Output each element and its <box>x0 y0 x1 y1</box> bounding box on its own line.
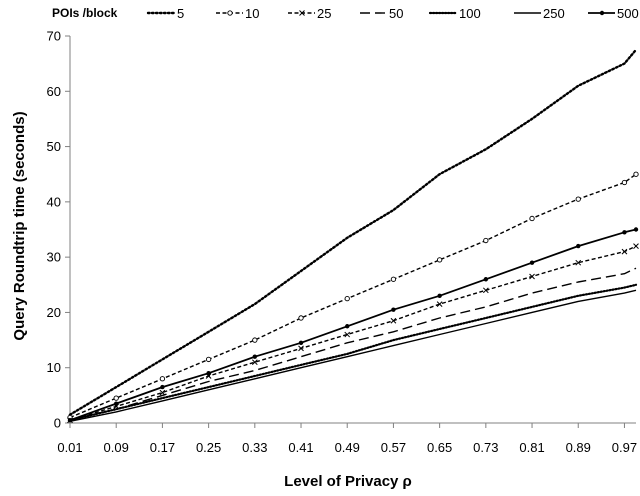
legend-label: 250 <box>543 6 565 21</box>
series-10-point <box>205 356 212 363</box>
series-5 <box>68 48 638 416</box>
series-10-point <box>298 315 304 321</box>
legend-label: 10 <box>245 6 259 21</box>
series-500-point <box>483 277 489 282</box>
series-10-point <box>575 196 581 202</box>
legend-item-5: 5 <box>146 6 184 21</box>
series-10-point <box>483 237 489 244</box>
series-10-point <box>252 337 258 343</box>
series-500-point <box>206 371 211 376</box>
series-100-line <box>68 283 638 422</box>
series-500-point <box>345 324 350 329</box>
x-axis-title: Level of Privacy ρ <box>284 473 412 490</box>
series-10-point <box>633 171 639 177</box>
legend: POIs /block 5 10 25 50 100 250 500 <box>52 6 639 21</box>
legend-label: 500 <box>617 6 639 21</box>
series-5-line <box>68 48 638 416</box>
series-25 <box>67 243 639 424</box>
legend-item-250: 250 <box>514 6 565 21</box>
series-10 <box>67 171 639 421</box>
series-500-point <box>622 230 627 235</box>
series-10-point <box>159 376 166 382</box>
y-axis-title: Query Roundtrip time (seconds) <box>11 111 28 340</box>
legend-marker <box>599 10 605 16</box>
series-500-point <box>576 243 581 249</box>
series-250-line <box>69 289 637 422</box>
series-25-point <box>251 359 258 366</box>
y-tick-label: 10 <box>47 360 61 375</box>
series-25-point <box>298 345 304 352</box>
series-500-line <box>69 228 637 422</box>
x-tick-label: 0.09 <box>104 440 129 455</box>
legend-marker <box>227 10 233 16</box>
series-500-point <box>633 227 639 232</box>
series-50 <box>69 267 637 421</box>
y-tick-label: 70 <box>47 29 61 44</box>
legend-label: 100 <box>459 6 481 21</box>
x-axis: 0.01 0.09 0.17 0.25 0.33 0.41 0.49 0.57 0.65 0.73… <box>57 422 637 455</box>
x-tick-label: 0.65 <box>427 440 452 455</box>
series-25-line <box>69 245 637 421</box>
y-tick-label: 30 <box>47 250 61 265</box>
y-tick-label: 50 <box>47 139 61 154</box>
series-10-line <box>69 173 637 419</box>
series-50-line <box>69 267 637 421</box>
x-tick-label: 0.57 <box>381 440 406 455</box>
series-500-point <box>298 340 304 346</box>
legend-title: POIs /block <box>52 6 118 20</box>
series-25-point <box>529 273 535 280</box>
x-tick-label: 0.81 <box>519 440 544 455</box>
series-25-point <box>482 287 489 294</box>
series-500-point <box>437 293 442 299</box>
x-tick-label: 0.73 <box>473 440 498 455</box>
x-tick-label: 0.01 <box>57 440 82 455</box>
legend-item-10: 10 <box>216 6 259 21</box>
series-500-point <box>114 401 119 406</box>
legend-item-500: 500 <box>588 6 639 21</box>
legend-item-50: 50 <box>360 6 403 21</box>
x-tick-label: 0.17 <box>150 440 175 455</box>
series-10-point <box>344 295 350 302</box>
y-tick-label: 20 <box>47 305 61 320</box>
series-500-point <box>529 260 535 265</box>
series-25-point <box>390 317 397 324</box>
series-25-point <box>633 243 639 249</box>
series-layer <box>67 48 639 424</box>
legend-label: 50 <box>389 6 403 21</box>
series-250 <box>69 289 637 422</box>
x-tick-label: 0.89 <box>566 440 591 455</box>
series-500-point <box>67 418 73 423</box>
y-tick-label: 60 <box>47 84 61 99</box>
x-tick-label: 0.97 <box>612 440 637 455</box>
legend-label: 5 <box>177 6 184 21</box>
series-25-point <box>436 301 443 307</box>
y-tick-label: 0 <box>54 416 61 431</box>
y-axis: 0 10 20 30 40 50 60 70 <box>47 29 71 431</box>
series-10-point <box>621 179 628 186</box>
legend-item-100: 100 <box>428 6 481 21</box>
series-25-point <box>575 259 582 266</box>
series-500-point <box>252 354 258 359</box>
series-500-point <box>391 307 396 312</box>
series-10-point <box>529 215 535 222</box>
x-tick-label: 0.41 <box>288 440 313 455</box>
x-tick-label: 0.25 <box>196 440 221 455</box>
series-25-point <box>344 331 351 338</box>
series-500 <box>67 227 639 423</box>
series-25-point <box>621 248 628 255</box>
x-tick-label: 0.49 <box>335 440 360 455</box>
legend-item-25: 25 <box>288 6 331 21</box>
series-10-point <box>113 395 119 401</box>
series-500-point <box>160 384 165 390</box>
series-10-point <box>390 276 397 282</box>
series-100 <box>68 283 638 422</box>
legend-label: 25 <box>317 6 331 21</box>
y-tick-label: 40 <box>47 194 61 209</box>
series-10-point <box>436 257 443 263</box>
x-tick-label: 0.33 <box>242 440 267 455</box>
legend-marker <box>299 10 305 16</box>
